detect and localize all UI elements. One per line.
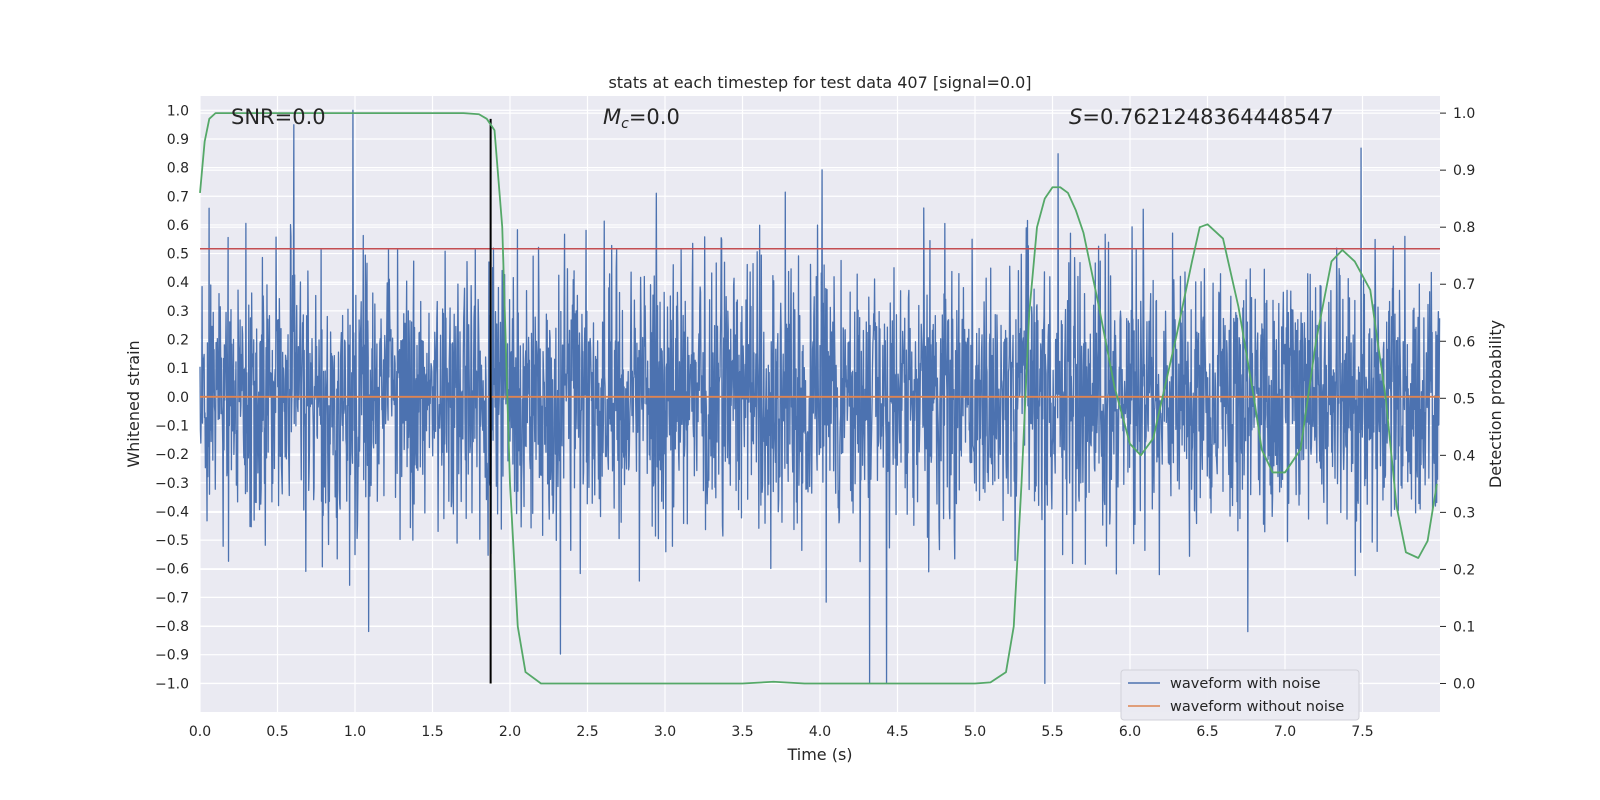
mc-annotation: Mc=0.0: [603, 105, 680, 132]
y-right-tick-label: 0.4: [1453, 448, 1475, 464]
x-tick-label: 2.5: [576, 724, 598, 740]
x-tick-label: 6.0: [1119, 724, 1141, 740]
x-axis-label: Time (s): [786, 745, 852, 764]
x-tick-label: 4.0: [809, 724, 831, 740]
y-tick-label: −0.6: [155, 562, 189, 578]
y-right-tick-label: 0.3: [1453, 505, 1475, 521]
legend-label-clean: waveform without noise: [1170, 699, 1344, 715]
x-tick-label: 5.0: [964, 724, 986, 740]
y-tick-label: 0.6: [167, 218, 189, 234]
y-axis-label-right: Detection probability: [1486, 320, 1505, 488]
y-tick-label: 0.5: [167, 247, 189, 263]
y-tick-label: −0.1: [155, 418, 189, 434]
y-tick-label: 0.0: [167, 390, 189, 406]
x-tick-label: 3.0: [654, 724, 676, 740]
y-right-tick-label: 0.2: [1453, 562, 1475, 578]
y-right-tick-label: 0.1: [1453, 619, 1475, 635]
y-tick-label: 0.9: [167, 132, 189, 148]
y-right-tick-label: 0.7: [1453, 277, 1475, 293]
y-axis-label: Whitened strain: [124, 340, 143, 467]
snr-annotation: SNR=0.0: [231, 105, 326, 129]
y-tick-label: 0.7: [167, 189, 189, 205]
y-right-tick-label: 1.0: [1453, 106, 1475, 122]
y-right-tick-label: 0.5: [1453, 391, 1475, 407]
y-right-tick-label: 0.0: [1453, 676, 1475, 692]
x-tick-label: 7.0: [1274, 724, 1296, 740]
y-tick-label: −0.8: [155, 619, 189, 635]
y-tick-label: 0.1: [167, 361, 189, 377]
y-tick-label: −1.0: [155, 676, 189, 692]
y-right-tick-label: 0.9: [1453, 163, 1475, 179]
y-tick-label: −0.3: [155, 476, 189, 492]
y-tick-label: 1.0: [167, 103, 189, 119]
x-tick-label: 0.0: [189, 724, 211, 740]
waveform-with-noise-line: [199, 109, 1441, 684]
detection-probability-line: [199, 112, 1438, 685]
y-tick-label: 0.3: [167, 304, 189, 320]
legend: waveform with noise waveform without noi…: [1120, 669, 1360, 721]
y-right-tick-label: 0.8: [1453, 220, 1475, 236]
y-tick-label: −0.9: [155, 648, 189, 664]
y-tick-label: 0.8: [167, 161, 189, 177]
x-tick-label: 4.5: [886, 724, 908, 740]
x-tick-label: 5.5: [1041, 724, 1063, 740]
x-tick-label: 2.0: [499, 724, 521, 740]
y-tick-label: −0.7: [155, 590, 189, 606]
series-waveform-with-noise: [199, 109, 1441, 684]
y-right-tick-label: 0.6: [1453, 334, 1475, 350]
x-tick-label: 1.0: [344, 724, 366, 740]
x-tick-label: 0.5: [266, 724, 288, 740]
x-tick-label: 1.5: [421, 724, 443, 740]
x-tick-label: 7.5: [1351, 724, 1373, 740]
chart-title: stats at each timestep for test data 407…: [608, 73, 1031, 92]
y-tick-label: 0.4: [167, 275, 189, 291]
legend-label-noise: waveform with noise: [1170, 676, 1321, 692]
x-tick-label: 6.5: [1196, 724, 1218, 740]
y-tick-label: 0.2: [167, 333, 189, 349]
y-tick-label: −0.5: [155, 533, 189, 549]
y-tick-label: −0.2: [155, 447, 189, 463]
s-annotation: S=0.7621248364448547: [1069, 105, 1334, 129]
y-tick-label: −0.4: [155, 504, 189, 520]
x-tick-label: 3.5: [731, 724, 753, 740]
